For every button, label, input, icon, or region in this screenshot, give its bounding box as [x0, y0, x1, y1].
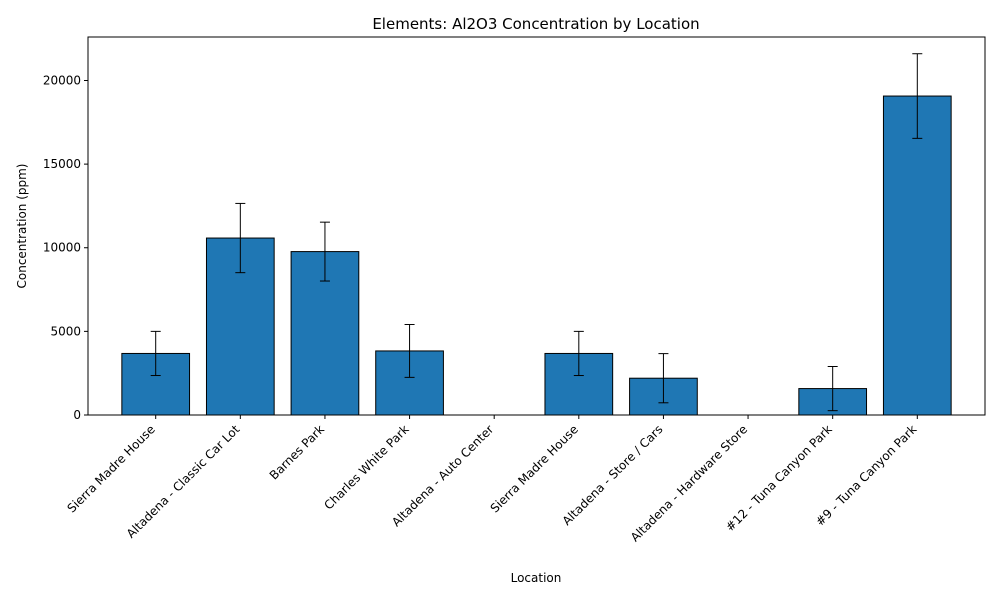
x-axis-label: Location: [511, 571, 562, 585]
x-tick-label: Charles White Park: [321, 422, 411, 512]
y-tick-label: 0: [73, 408, 81, 422]
y-tick-label: 15000: [43, 157, 81, 171]
x-tick-label: Sierra Madre House: [488, 422, 581, 515]
y-axis-label: Concentration (ppm): [15, 164, 29, 289]
x-tick-label: Barnes Park: [267, 422, 327, 482]
chart-title: Elements: Al2O3 Concentration by Locatio…: [372, 15, 699, 33]
x-tick-label: Sierra Madre House: [65, 422, 158, 515]
bar: [882, 95, 952, 416]
x-tick-label: #9 - Tuna Canyon Park: [813, 422, 920, 529]
y-tick-label: 10000: [43, 241, 81, 255]
y-tick-label: 5000: [50, 324, 81, 338]
plot-frame: [87, 36, 986, 416]
y-tick-label: 20000: [43, 73, 81, 87]
